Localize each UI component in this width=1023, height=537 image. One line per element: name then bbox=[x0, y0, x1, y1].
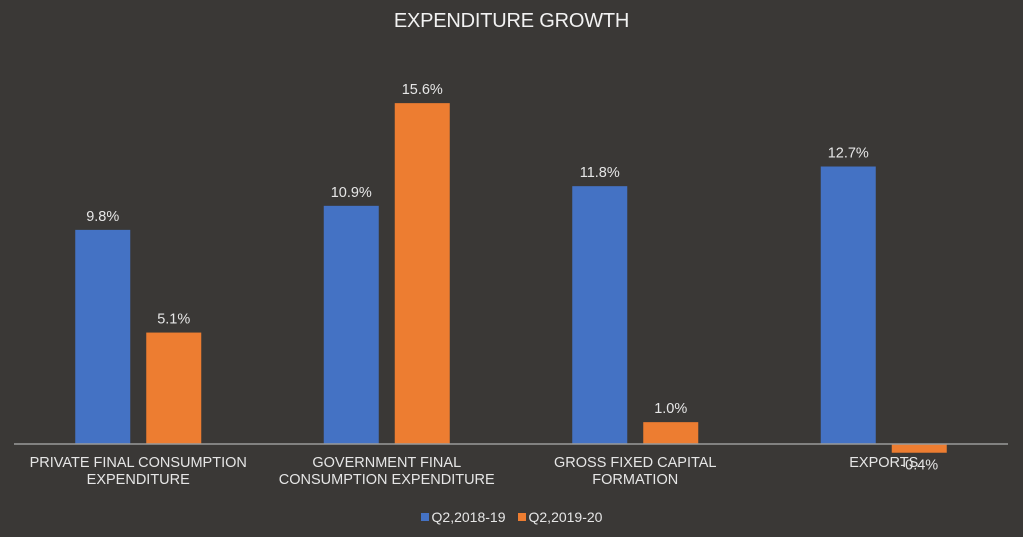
legend-item: Q2,2018-19 bbox=[420, 509, 506, 525]
category-label-line: GOVERNMENT FINAL bbox=[312, 455, 462, 471]
data-label: 15.6% bbox=[402, 82, 443, 98]
legend-item: Q2,2019-20 bbox=[517, 509, 603, 525]
category-label-line: FORMATION bbox=[592, 472, 679, 488]
category-label: EXPORTS bbox=[764, 455, 1004, 472]
legend: Q2,2018-19 Q2,2019-20 bbox=[0, 509, 1023, 525]
data-label: 11.8% bbox=[580, 165, 620, 181]
bar-q2-2018-19-cat-0 bbox=[75, 229, 131, 444]
data-label: 5.1% bbox=[157, 312, 190, 328]
bar-q2-2019-20-cat-1 bbox=[394, 103, 450, 444]
category-label-line: EXPORTS bbox=[849, 455, 919, 471]
data-label: 10.9% bbox=[331, 185, 372, 201]
bar-q2-2018-19-cat-3 bbox=[820, 166, 876, 444]
data-label: 1.0% bbox=[654, 401, 687, 417]
bar-q2-2018-19-cat-1 bbox=[323, 205, 379, 444]
category-label-line: PRIVATE FINAL CONSUMPTION bbox=[29, 455, 247, 471]
category-label: PRIVATE FINAL CONSUMPTION EXPENDITURE bbox=[18, 455, 258, 489]
data-label: -0.4% bbox=[900, 458, 938, 474]
legend-swatch bbox=[420, 513, 429, 521]
bar-q2-2018-19-cat-2 bbox=[572, 186, 628, 445]
bar-q2-2019-20-cat-0 bbox=[146, 332, 202, 444]
legend-label: Q2,2019-20 bbox=[528, 509, 603, 525]
bar-q2-2019-20-cat-2 bbox=[643, 422, 699, 444]
data-label: 12.7% bbox=[828, 146, 869, 162]
category-label-line: EXPENDITURE bbox=[86, 472, 190, 488]
legend-swatch bbox=[517, 513, 526, 521]
category-label: GOVERNMENT FINAL CONSUMPTION EXPENDITURE bbox=[267, 455, 507, 489]
bar-q2-2019-20-cat-3 bbox=[891, 444, 947, 453]
category-label: GROSS FIXED CAPITAL FORMATION bbox=[515, 455, 755, 489]
chart-title: EXPENDITURE GROWTH bbox=[393, 10, 630, 32]
legend-label: Q2,2018-19 bbox=[431, 509, 506, 525]
category-label-line: GROSS FIXED CAPITAL bbox=[554, 455, 717, 471]
category-label-line: CONSUMPTION EXPENDITURE bbox=[278, 472, 495, 488]
data-label: 9.8% bbox=[86, 209, 119, 225]
